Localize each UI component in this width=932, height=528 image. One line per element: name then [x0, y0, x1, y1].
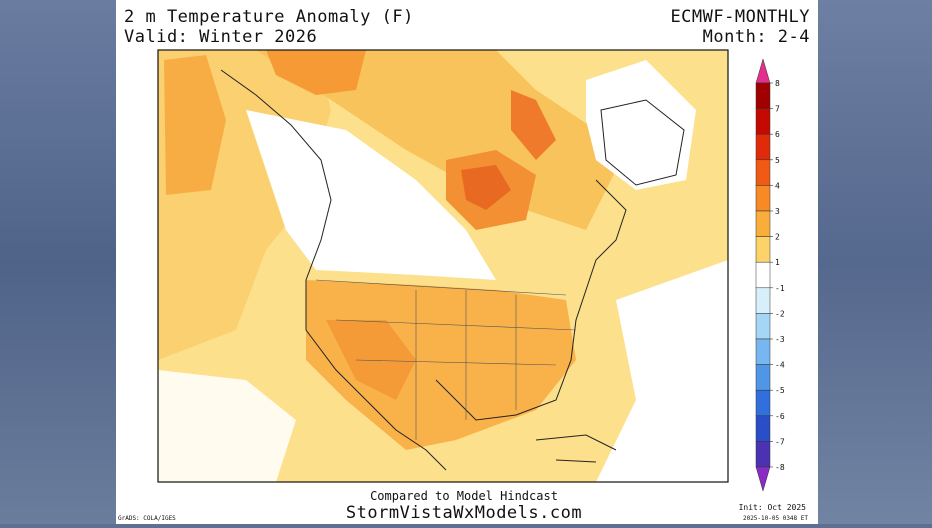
map-graphic: 2 m Temperature Anomaly (F) Valid: Winte… [118, 7, 810, 523]
month-range: Month: 2-4 [703, 27, 810, 47]
colorbar-label: 5 [775, 156, 780, 165]
anomaly-region [266, 50, 366, 95]
colorbar-box [755, 364, 771, 391]
colorbar-box [755, 82, 771, 109]
colorbar: 8 7 6 5 4 3 2 1 -1 -2 -3 -4 -5 -6 -7 -8 [755, 58, 785, 492]
neutral-region [246, 110, 496, 280]
footer-note: Compared to Model Hindcast [370, 489, 558, 503]
anomaly-region [326, 320, 416, 400]
colorbar-label: -5 [775, 386, 785, 395]
colorbar-box [755, 108, 771, 135]
colorbar-box [755, 389, 771, 417]
colorbar-box [755, 338, 771, 365]
map-frame [157, 49, 729, 483]
colorbar-box [755, 159, 771, 186]
state-borders [315, 279, 577, 440]
colorbar-label: 7 [775, 105, 780, 114]
anomaly-region [164, 55, 226, 195]
coastline [600, 99, 685, 186]
colorbar-label: 3 [775, 207, 780, 216]
colorbar-cap [755, 58, 771, 84]
colorbar-box [755, 185, 771, 212]
colorbar-cap [755, 466, 771, 492]
blurred-background [0, 0, 116, 524]
neutral-region [158, 370, 296, 482]
colorbar-box [755, 313, 771, 340]
colorbar-label: 6 [775, 130, 780, 139]
blurred-background [818, 0, 932, 524]
valid-period: Valid: Winter 2026 [124, 27, 317, 47]
colorbar-label: -8 [775, 463, 785, 472]
footer-site: StormVistaWxModels.com [346, 503, 582, 523]
forecast-panel: 2 m Temperature Anomaly (F) Valid: Winte… [116, 0, 818, 524]
colorbar-label: -2 [775, 309, 785, 318]
colorbar-label: 1 [775, 258, 780, 267]
timestamp: 2025-10-05 0348 ET [743, 515, 808, 522]
colorbar-box [755, 441, 771, 468]
model-name: ECMWF-MONTHLY [670, 7, 810, 27]
colorbar-box [755, 133, 771, 161]
colorbar-label: 2 [775, 233, 780, 242]
coastline [535, 434, 617, 463]
coastline [220, 69, 627, 471]
colorbar-label: -1 [775, 284, 785, 293]
init-date: Init: Oct 2025 [739, 503, 807, 512]
credit: GrADS: COLA/IGES [118, 515, 176, 522]
anomaly-region [511, 90, 556, 160]
colorbar-box [755, 287, 771, 314]
colorbar-box [755, 236, 771, 263]
colorbar-label: -3 [775, 335, 785, 344]
colorbar-label: -7 [775, 437, 785, 446]
colorbar-label: 4 [775, 181, 780, 190]
colorbar-box [755, 210, 771, 237]
map [157, 49, 729, 483]
colorbar-label: -6 [775, 412, 785, 421]
neutral-region [586, 60, 696, 190]
colorbar-label: 8 [775, 79, 780, 88]
title: 2 m Temperature Anomaly (F) [124, 7, 414, 27]
colorbar-box [755, 415, 771, 442]
colorbar-label: -4 [775, 361, 785, 370]
anomaly-region [461, 165, 511, 210]
colorbar-box [755, 261, 771, 289]
neutral-region [596, 260, 728, 482]
